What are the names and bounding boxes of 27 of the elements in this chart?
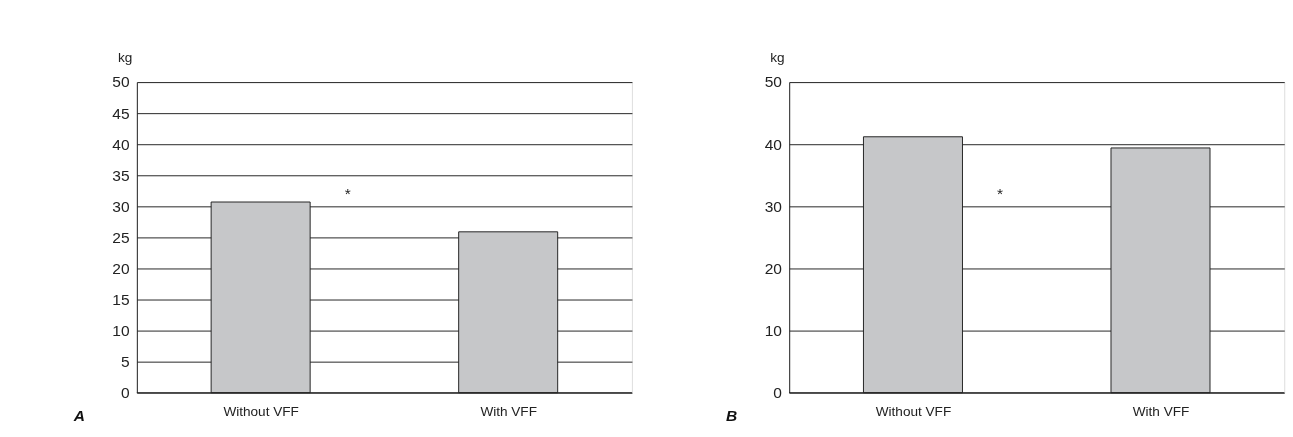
y-tick-label: 30 bbox=[112, 197, 130, 215]
x-tick-label: With VFF bbox=[1132, 403, 1190, 419]
y-tick-label: 5 bbox=[120, 353, 130, 371]
text: B bbox=[726, 406, 738, 424]
x-tick-label: With VFF bbox=[480, 403, 537, 419]
y-tick-label: 40 bbox=[764, 135, 783, 153]
y-axis-title: kg bbox=[770, 50, 785, 66]
y-tick-label: 30 bbox=[764, 197, 783, 215]
annotation: * bbox=[344, 184, 351, 202]
y-tick-label: 15 bbox=[112, 290, 130, 308]
x-tick-label: Without VFF bbox=[223, 403, 299, 419]
annotation: * bbox=[997, 184, 1004, 202]
y-tick-label: 0 bbox=[773, 384, 783, 402]
y-tick-label: 20 bbox=[764, 259, 783, 277]
y-tick-label: 25 bbox=[112, 228, 130, 246]
y-tick-label: 40 bbox=[112, 135, 130, 153]
y-tick-label: 50 bbox=[764, 73, 783, 91]
y-tick-label: 35 bbox=[112, 166, 130, 184]
y-tick-label: 0 bbox=[120, 384, 130, 402]
y-tick-label: 20 bbox=[112, 259, 130, 277]
text: A bbox=[72, 406, 85, 424]
y-tick-label: 45 bbox=[112, 104, 130, 122]
y-axis-title: kg bbox=[117, 50, 133, 66]
y-tick-label: 10 bbox=[112, 321, 130, 339]
x-tick-label: Without VFF bbox=[875, 403, 952, 419]
y-tick-label: 10 bbox=[764, 321, 783, 339]
y-tick-label: 50 bbox=[112, 73, 130, 91]
